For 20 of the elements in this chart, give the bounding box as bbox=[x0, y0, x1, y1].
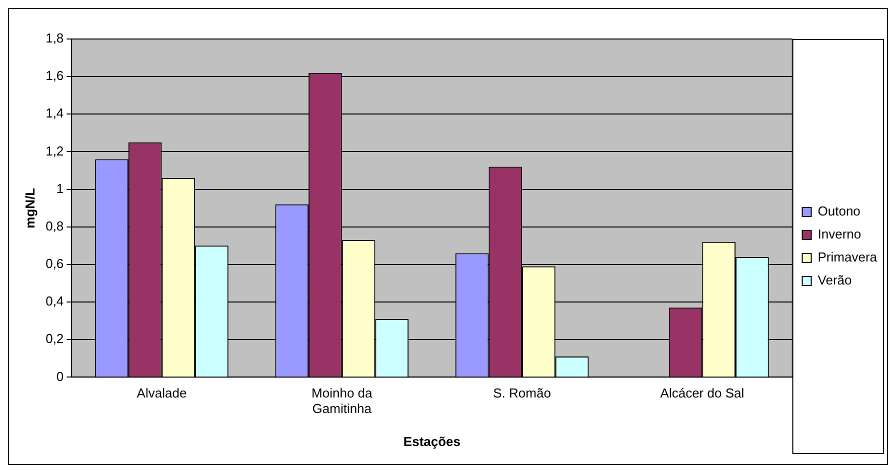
legend-label: Inverno bbox=[818, 226, 862, 242]
y-tick-label: 0,4 bbox=[46, 294, 64, 309]
y-axis-title: mgN/L bbox=[22, 188, 38, 228]
x-tick-label: Alcácer do Sal bbox=[660, 386, 744, 401]
y-tick-label: 0,2 bbox=[46, 331, 64, 346]
y-tick-label: 1 bbox=[56, 180, 64, 196]
y-tick-label: 1,2 bbox=[46, 143, 64, 158]
x-tick-label: S. Romão bbox=[493, 386, 551, 401]
x-tick-label: Alvalade bbox=[136, 386, 187, 401]
y-tick-label: 1,6 bbox=[46, 68, 64, 84]
x-axis-title: Estações bbox=[403, 434, 461, 449]
legend-label: Primavera bbox=[818, 250, 878, 265]
y-tick-label: 1,4 bbox=[46, 106, 64, 121]
y-tick-label: 0,6 bbox=[46, 256, 64, 272]
y-tick-label: 1,8 bbox=[46, 30, 64, 46]
legend-label: Outono bbox=[818, 204, 860, 219]
legend-label: Verão bbox=[818, 272, 852, 288]
y-tick-label: 0,8 bbox=[46, 218, 64, 234]
x-tick-label: Moinho da Gamitinha bbox=[312, 386, 374, 416]
y-tick-label: 0 bbox=[56, 368, 64, 384]
